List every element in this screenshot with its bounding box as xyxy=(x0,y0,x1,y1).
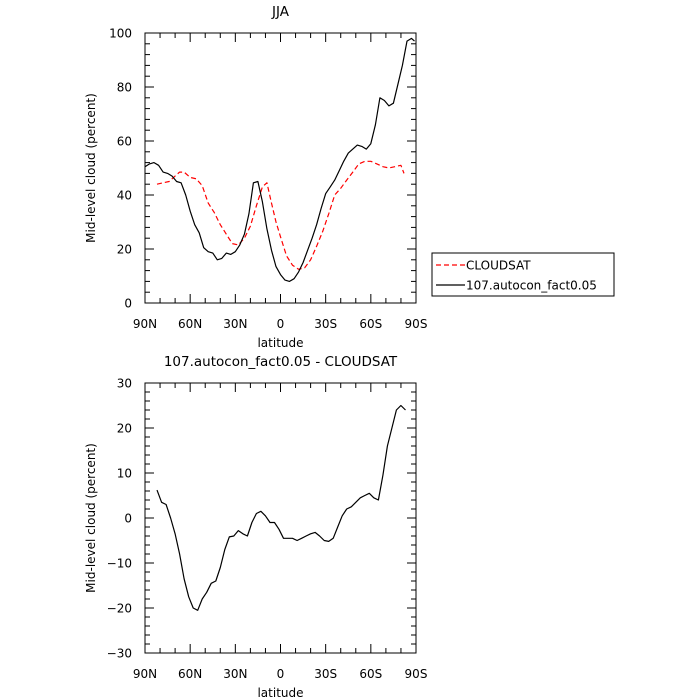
top-plot-frame xyxy=(144,32,417,304)
bottom-y-tick-label: −10 xyxy=(107,557,132,571)
top-y-tick-label: 60 xyxy=(117,135,132,149)
bottom-x-tick-label: 30N xyxy=(223,667,247,681)
top-x-tick-label: 60S xyxy=(359,317,382,331)
top-y-tick-label: 0 xyxy=(124,297,132,311)
bottom-x-tick-label: 90N xyxy=(133,667,157,681)
bottom-y-axis-title: Mid-level cloud (percent) xyxy=(84,443,98,593)
legend-label: 107.autocon_fact0.05 xyxy=(466,279,597,293)
bottom-plot-frame xyxy=(144,382,417,654)
top-x-tick-label: 60N xyxy=(178,317,202,331)
bottom-y-tick-label: 20 xyxy=(117,422,132,436)
top-y-tick-label: 100 xyxy=(109,27,132,41)
top-x-tick-label: 90N xyxy=(133,317,157,331)
bottom-x-tick-label: 60S xyxy=(359,667,382,681)
bottom-chart-title: 107.autocon_fact0.05 - CLOUDSAT xyxy=(164,354,398,370)
top-chart: 90N 60N 30N 0 30S 60S 90S 0 20 40 60 80 100 JJA latitu… xyxy=(84,4,427,350)
top-y-axis-title: Mid-level cloud (percent) xyxy=(84,93,98,243)
top-x-tick-label: 30S xyxy=(314,317,337,331)
bottom-x-axis-title: latitude xyxy=(257,686,303,700)
top-chart-title: JJA xyxy=(271,4,290,20)
bottom-y-tick-label: 0 xyxy=(124,512,132,526)
top-y-tick-label: 20 xyxy=(117,243,132,257)
bottom-x-tick-label: 90S xyxy=(405,667,428,681)
legend-label: CLOUDSAT xyxy=(466,259,531,273)
top-x-axis-title: latitude xyxy=(257,336,303,350)
top-series-line-107-autocon-fact0-05 xyxy=(144,37,415,282)
top-y-tick-label: 80 xyxy=(117,81,132,95)
bottom-y-tick-label: 30 xyxy=(117,377,132,391)
top-y-tick-label: 40 xyxy=(117,189,132,203)
top-x-tick-label: 90S xyxy=(405,317,428,331)
bottom-y-tick-label: 10 xyxy=(117,467,132,481)
bottom-x-tick-label: 60N xyxy=(178,667,202,681)
top-x-tick-label: 30N xyxy=(223,317,247,331)
chart-legend: CLOUDSAT 107.autocon_fact0.05 xyxy=(431,252,615,297)
bottom-chart: 90N 60N 30N 0 30S 60S 90S −30 −20 −10 0 10 20 30 107.a… xyxy=(84,354,427,700)
bottom-y-tick-label: −30 xyxy=(107,647,132,661)
top-series-line-cloudsat xyxy=(156,160,405,270)
legend-box xyxy=(431,252,615,297)
top-x-tick-label: 0 xyxy=(277,317,285,331)
bottom-x-tick-label: 30S xyxy=(314,667,337,681)
bottom-x-tick-label: 0 xyxy=(277,667,285,681)
bottom-y-tick-label: −20 xyxy=(107,602,132,616)
bottom-series-line-difference xyxy=(156,404,406,611)
